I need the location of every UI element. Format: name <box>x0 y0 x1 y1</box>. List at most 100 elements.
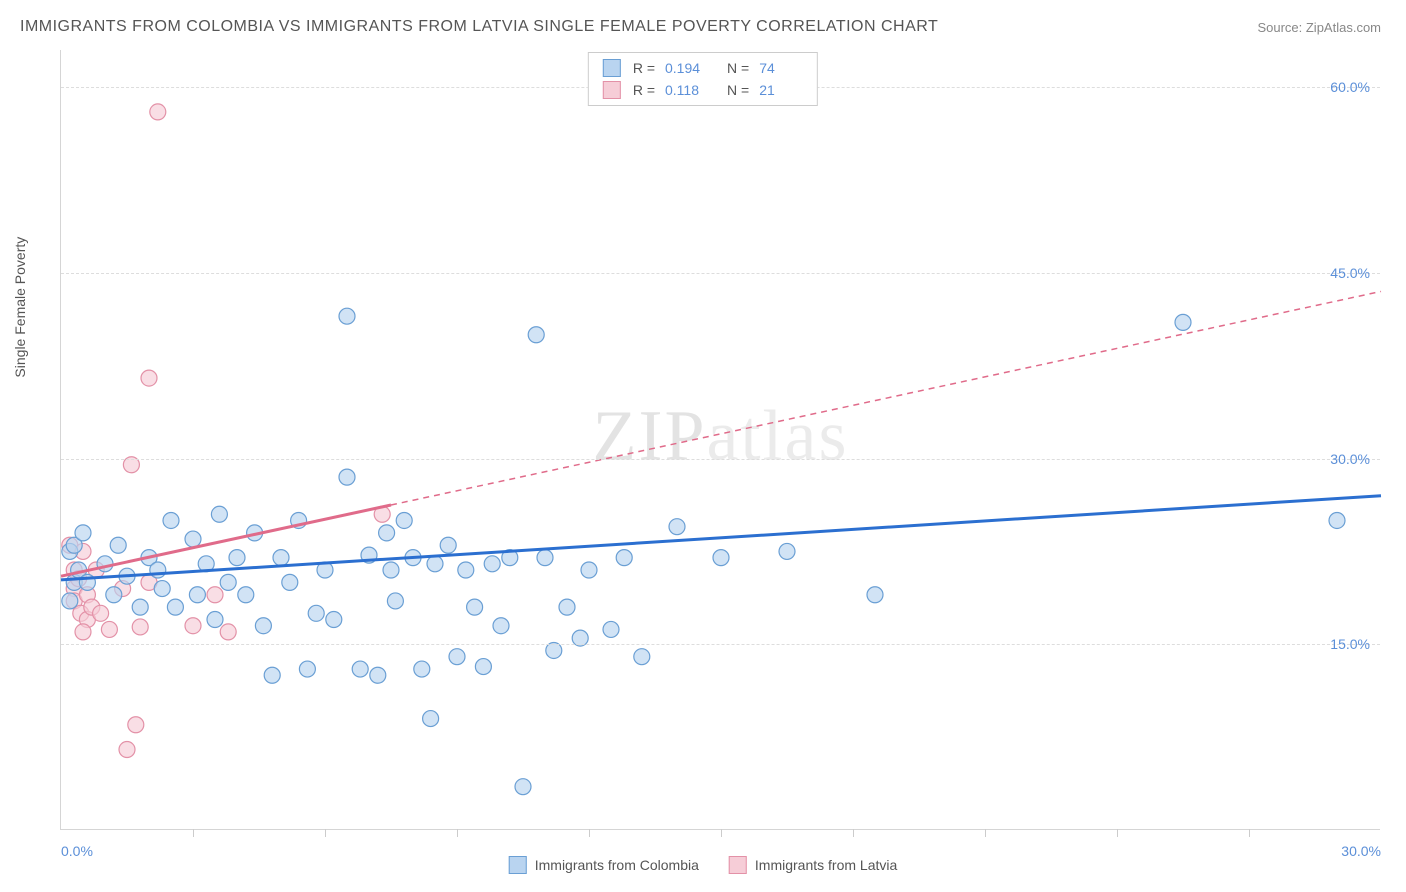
data-point <box>326 612 342 628</box>
data-point <box>475 659 491 675</box>
data-point <box>299 661 315 677</box>
x-tick <box>721 829 722 837</box>
data-point <box>484 556 500 572</box>
y-tick-label: 45.0% <box>1330 265 1370 281</box>
chart-title: IMMIGRANTS FROM COLOMBIA VS IMMIGRANTS F… <box>20 18 938 36</box>
data-point <box>141 370 157 386</box>
swatch-latvia-b <box>729 856 747 874</box>
data-point <box>515 779 531 795</box>
data-point <box>119 742 135 758</box>
data-point <box>779 543 795 559</box>
data-point <box>185 618 201 634</box>
gridline <box>61 273 1380 274</box>
x-tick <box>457 829 458 837</box>
n-value-colombia: 74 <box>759 60 803 76</box>
data-point <box>62 593 78 609</box>
n-label: N = <box>727 60 749 76</box>
series-legend: Immigrants from Colombia Immigrants from… <box>509 856 898 874</box>
data-point <box>379 525 395 541</box>
gridline <box>61 459 1380 460</box>
data-point <box>150 562 166 578</box>
n-value-latvia: 21 <box>759 82 803 98</box>
data-point <box>427 556 443 572</box>
data-point <box>581 562 597 578</box>
data-point <box>207 612 223 628</box>
legend-row-latvia: R = 0.118 N = 21 <box>603 81 803 99</box>
x-tick-label: 30.0% <box>1341 843 1381 859</box>
data-point <box>616 550 632 566</box>
data-point <box>440 537 456 553</box>
correlation-legend: R = 0.194 N = 74 R = 0.118 N = 21 <box>588 52 818 106</box>
y-tick-label: 30.0% <box>1330 451 1370 467</box>
r-value-colombia: 0.194 <box>665 60 709 76</box>
x-tick <box>985 829 986 837</box>
n-label-2: N = <box>727 82 749 98</box>
r-label: R = <box>633 60 655 76</box>
legend-item-latvia: Immigrants from Latvia <box>729 856 897 874</box>
legend-row-colombia: R = 0.194 N = 74 <box>603 59 803 77</box>
x-tick <box>193 829 194 837</box>
data-point <box>75 525 91 541</box>
x-tick <box>325 829 326 837</box>
x-tick <box>853 829 854 837</box>
data-point <box>308 605 324 621</box>
data-point <box>273 550 289 566</box>
swatch-latvia <box>603 81 621 99</box>
data-point <box>110 537 126 553</box>
legend-item-colombia: Immigrants from Colombia <box>509 856 699 874</box>
data-point <box>75 624 91 640</box>
data-point <box>467 599 483 615</box>
data-point <box>154 581 170 597</box>
data-point <box>229 550 245 566</box>
x-tick <box>589 829 590 837</box>
data-point <box>339 469 355 485</box>
data-point <box>167 599 183 615</box>
data-point <box>713 550 729 566</box>
data-point <box>211 506 227 522</box>
data-point <box>132 599 148 615</box>
data-point <box>559 599 575 615</box>
data-point <box>163 512 179 528</box>
data-point <box>150 104 166 120</box>
series-name-colombia: Immigrants from Colombia <box>535 857 699 873</box>
data-point <box>414 661 430 677</box>
data-point <box>101 621 117 637</box>
chart-container: IMMIGRANTS FROM COLOMBIA VS IMMIGRANTS F… <box>0 0 1406 892</box>
data-point <box>423 711 439 727</box>
data-point <box>132 619 148 635</box>
y-tick-label: 60.0% <box>1330 79 1370 95</box>
swatch-colombia <box>603 59 621 77</box>
data-point <box>106 587 122 603</box>
data-point <box>493 618 509 634</box>
series-name-latvia: Immigrants from Latvia <box>755 857 897 873</box>
data-point <box>669 519 685 535</box>
data-point <box>634 649 650 665</box>
data-point <box>255 618 271 634</box>
r-label-2: R = <box>633 82 655 98</box>
data-point <box>185 531 201 547</box>
x-tick-label: 0.0% <box>61 843 93 859</box>
r-value-latvia: 0.118 <box>665 82 709 98</box>
data-point <box>867 587 883 603</box>
source-label: Source: ZipAtlas.com <box>1257 20 1381 35</box>
data-point <box>238 587 254 603</box>
y-axis-title: Single Female Poverty <box>12 237 28 378</box>
x-tick <box>1117 829 1118 837</box>
data-point <box>93 605 109 621</box>
data-point <box>458 562 474 578</box>
y-tick-label: 15.0% <box>1330 636 1370 652</box>
data-point <box>1175 314 1191 330</box>
data-point <box>1329 512 1345 528</box>
data-point <box>352 661 368 677</box>
data-point <box>220 624 236 640</box>
data-point <box>449 649 465 665</box>
data-point <box>282 574 298 590</box>
data-point <box>207 587 223 603</box>
gridline <box>61 644 1380 645</box>
data-point <box>396 512 412 528</box>
data-point <box>528 327 544 343</box>
data-point <box>603 621 619 637</box>
data-point <box>339 308 355 324</box>
data-point <box>537 550 553 566</box>
data-point <box>189 587 205 603</box>
